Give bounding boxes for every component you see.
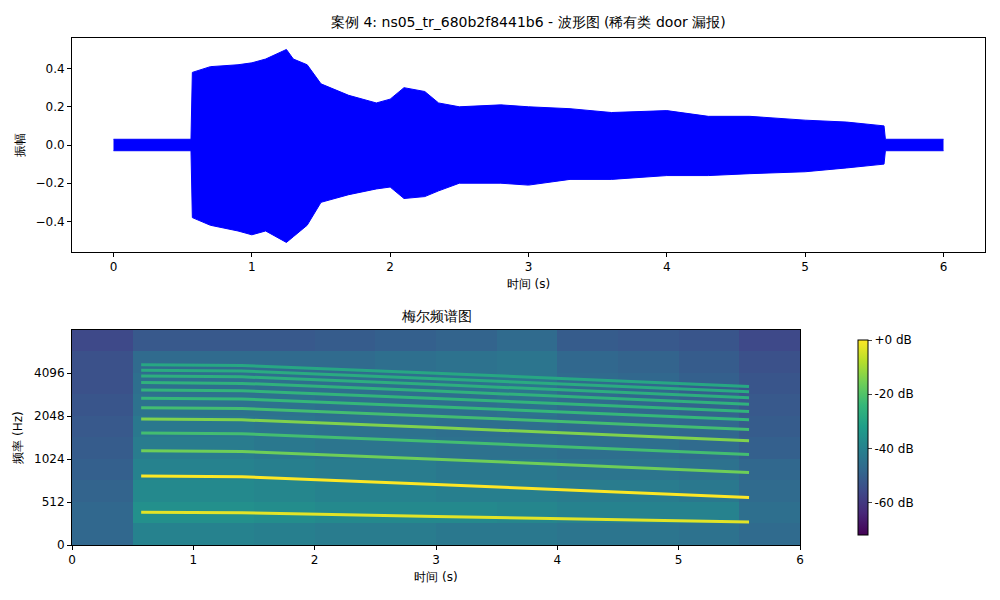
svg-text:2: 2 bbox=[386, 260, 394, 274]
svg-text:2: 2 bbox=[311, 553, 319, 567]
svg-text:2048: 2048 bbox=[34, 409, 65, 423]
svg-text:4: 4 bbox=[663, 260, 671, 274]
svg-text:频率 (Hz): 频率 (Hz) bbox=[11, 411, 25, 464]
svg-text:-60 dB: -60 dB bbox=[874, 496, 913, 510]
svg-text:4: 4 bbox=[554, 553, 562, 567]
svg-text:-40 dB: -40 dB bbox=[874, 442, 913, 456]
svg-text:+0 dB: +0 dB bbox=[874, 333, 911, 347]
svg-text:0: 0 bbox=[57, 538, 65, 552]
svg-text:1: 1 bbox=[248, 260, 256, 274]
svg-text:0: 0 bbox=[68, 553, 76, 567]
svg-text:−0.2: −0.2 bbox=[35, 176, 64, 190]
svg-text:案例 4: ns05_tr_680b2f8441b6 - 波: 案例 4: ns05_tr_680b2f8441b6 - 波形图 (稀有类 do… bbox=[331, 14, 726, 30]
svg-text:振幅: 振幅 bbox=[13, 133, 27, 157]
svg-text:时间 (s): 时间 (s) bbox=[414, 570, 457, 584]
svg-text:4096: 4096 bbox=[34, 366, 65, 380]
svg-text:0.0: 0.0 bbox=[46, 138, 65, 152]
svg-text:3: 3 bbox=[432, 553, 440, 567]
svg-text:-20 dB: -20 dB bbox=[874, 387, 913, 401]
svg-text:3: 3 bbox=[525, 260, 533, 274]
svg-text:时间 (s): 时间 (s) bbox=[507, 277, 550, 291]
svg-text:0.2: 0.2 bbox=[46, 100, 65, 114]
svg-text:6: 6 bbox=[940, 260, 948, 274]
svg-text:梅尔频谱图: 梅尔频谱图 bbox=[401, 308, 472, 324]
svg-text:1024: 1024 bbox=[34, 452, 65, 466]
svg-text:6: 6 bbox=[796, 553, 804, 567]
svg-text:1: 1 bbox=[190, 553, 198, 567]
svg-text:5: 5 bbox=[675, 553, 683, 567]
svg-text:512: 512 bbox=[42, 495, 65, 509]
svg-text:−0.4: −0.4 bbox=[35, 215, 64, 229]
svg-text:0.4: 0.4 bbox=[46, 62, 65, 76]
svg-text:0: 0 bbox=[110, 260, 118, 274]
svg-text:5: 5 bbox=[801, 260, 809, 274]
